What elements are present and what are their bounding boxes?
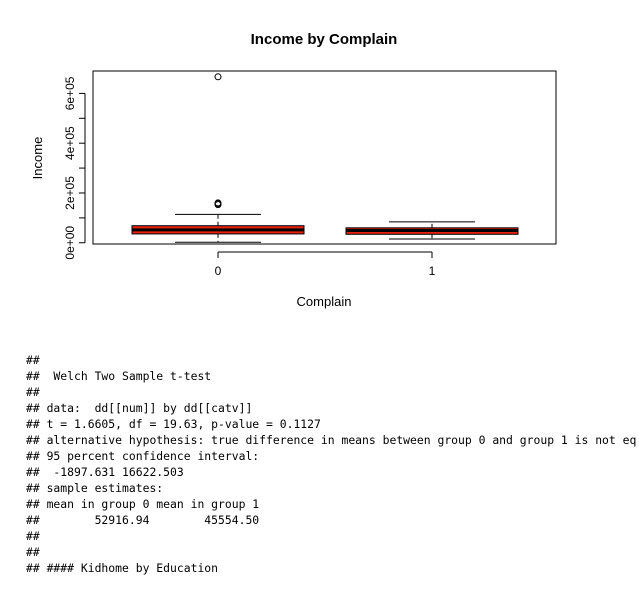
console-line: ## data: dd[[num]] by dd[[catv]]	[26, 401, 253, 415]
y-tick-label: 2e+05	[63, 176, 77, 210]
console-line: ## alternative hypothesis: true differen…	[26, 433, 637, 447]
outlier-point	[214, 73, 222, 81]
box-0	[131, 73, 305, 243]
console-output: ## ## Welch Two Sample t-test ## ## data: d…	[26, 352, 639, 576]
outlier-point	[214, 199, 222, 207]
y-axis: 0e+00 2e+05 4e+05 6e+05	[63, 76, 86, 260]
chart-title: Income by Complain	[251, 31, 398, 48]
y-axis-label: Income	[30, 137, 45, 180]
console-line: ## sample estimates:	[26, 481, 164, 495]
console-line: ##	[26, 385, 40, 399]
y-tick-label: 4e+05	[63, 126, 77, 160]
x-tick-label: 0	[215, 264, 222, 278]
boxes	[131, 73, 519, 243]
console-line: ##	[26, 353, 40, 367]
console-line: ## 95 percent confidence interval:	[26, 449, 260, 463]
plot-frame	[92, 70, 557, 245]
console-line: ##	[26, 545, 40, 559]
console-line: ## Welch Two Sample t-test	[26, 369, 212, 383]
console-line: ## t = 1.6605, df = 19.63, p-value = 0.1…	[26, 417, 321, 431]
x-axis-label: Complain	[297, 294, 352, 309]
y-tick-label: 6e+05	[63, 76, 77, 110]
console-line: ## 52916.94 45554.50	[26, 513, 260, 527]
x-tick-label: 1	[429, 264, 436, 278]
console-line: ##	[26, 529, 40, 543]
y-tick-label: 0e+00	[63, 226, 77, 260]
console-line: ## mean in group 0 mean in group 1	[26, 497, 260, 511]
console-line: ## -1897.631 16622.503	[26, 465, 184, 479]
box-1	[345, 221, 519, 240]
console-line: ## #### Kidhome by Education	[26, 561, 219, 575]
boxplot-chart: Income by Complain 0e+002e+054e+056e+05 …	[30, 31, 557, 309]
